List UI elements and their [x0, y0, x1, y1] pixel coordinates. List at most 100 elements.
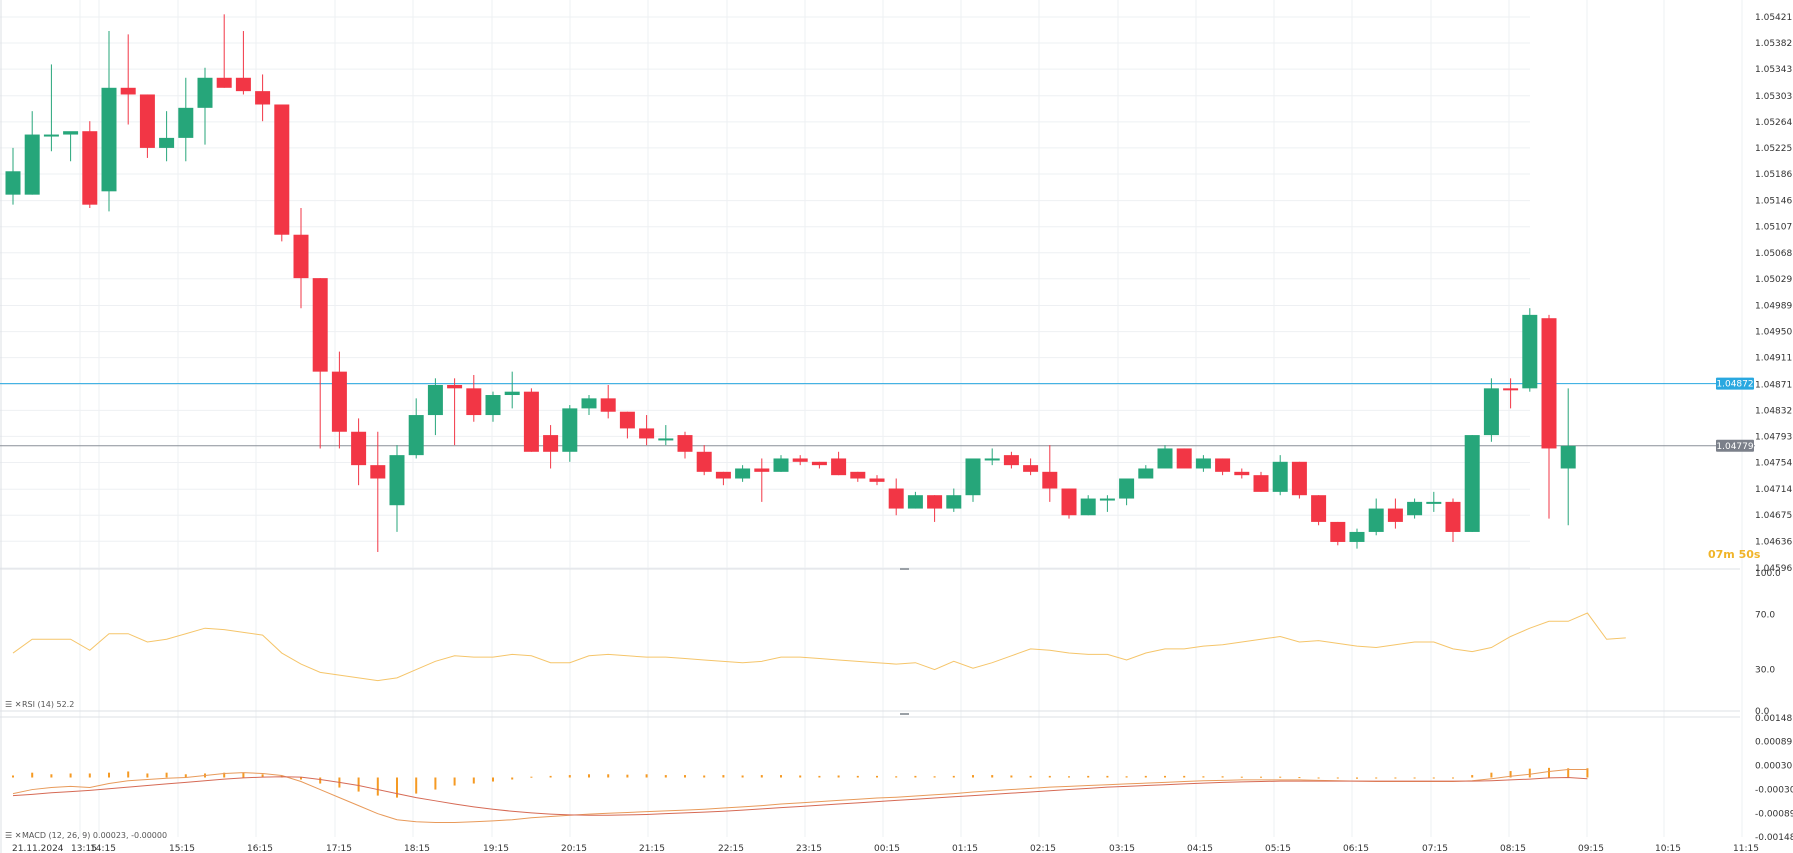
- candle[interactable]: [888, 478, 904, 516]
- candle[interactable]: [1349, 528, 1365, 549]
- candle[interactable]: [811, 461, 827, 469]
- candle[interactable]: [907, 491, 923, 509]
- candle[interactable]: [1272, 455, 1288, 496]
- pane-resize-handle[interactable]: [900, 713, 909, 715]
- candle-body: [1387, 508, 1403, 522]
- candle[interactable]: [523, 388, 539, 452]
- candle[interactable]: [1407, 498, 1423, 519]
- candle[interactable]: [351, 418, 367, 486]
- candle[interactable]: [1195, 455, 1211, 472]
- candle[interactable]: [658, 425, 674, 446]
- candle[interactable]: [255, 74, 271, 122]
- candle[interactable]: [178, 77, 194, 162]
- macd-menu-icon[interactable]: ☰ ✕: [5, 831, 21, 840]
- candle[interactable]: [408, 398, 424, 459]
- candle[interactable]: [466, 374, 482, 422]
- candle[interactable]: [715, 471, 731, 486]
- candle[interactable]: [82, 121, 98, 209]
- candle[interactable]: [1099, 495, 1115, 512]
- candle[interactable]: [293, 208, 309, 309]
- macd-hist-bar: [127, 771, 130, 778]
- candle[interactable]: [696, 445, 712, 476]
- candle[interactable]: [447, 378, 463, 446]
- candle[interactable]: [43, 64, 59, 152]
- candle-body: [63, 131, 79, 135]
- pane-resize-handle[interactable]: [900, 568, 909, 570]
- candle-body: [831, 458, 847, 476]
- candle[interactable]: [927, 495, 943, 522]
- candle[interactable]: [754, 458, 770, 502]
- candle[interactable]: [24, 111, 40, 195]
- candle[interactable]: [1042, 445, 1058, 502]
- candle[interactable]: [1483, 378, 1499, 442]
- candle[interactable]: [139, 94, 155, 158]
- candle[interactable]: [216, 14, 232, 88]
- candle[interactable]: [235, 31, 251, 95]
- candle[interactable]: [1215, 458, 1231, 476]
- candle[interactable]: [850, 471, 866, 482]
- macd-hist-bar: [588, 774, 590, 778]
- candle[interactable]: [1368, 498, 1384, 536]
- candle[interactable]: [1119, 478, 1135, 506]
- candle[interactable]: [1522, 308, 1538, 392]
- macd-header[interactable]: ☰ ✕ MACD (12, 26, 9) 0.00023, -0.00000: [5, 831, 167, 840]
- candle[interactable]: [1253, 471, 1269, 492]
- candle[interactable]: [1387, 498, 1403, 529]
- candle[interactable]: [5, 147, 21, 205]
- candle[interactable]: [197, 67, 213, 145]
- candle[interactable]: [543, 425, 559, 469]
- candle[interactable]: [1464, 435, 1480, 532]
- candle[interactable]: [120, 34, 136, 125]
- candle[interactable]: [677, 431, 693, 459]
- candle[interactable]: [619, 411, 635, 439]
- candle[interactable]: [389, 445, 405, 532]
- rsi-header[interactable]: ☰ ✕ RSI (14) 52.2: [5, 700, 74, 709]
- candle[interactable]: [965, 458, 981, 502]
- candle[interactable]: [639, 415, 655, 446]
- candle[interactable]: [735, 465, 751, 482]
- candle[interactable]: [946, 488, 962, 512]
- candle[interactable]: [831, 451, 847, 476]
- candle[interactable]: [984, 448, 1000, 466]
- candle[interactable]: [1138, 465, 1154, 479]
- rsi-menu-icon[interactable]: ☰ ✕: [5, 700, 21, 709]
- candle[interactable]: [1061, 488, 1077, 519]
- candle[interactable]: [485, 391, 501, 422]
- candle[interactable]: [792, 455, 808, 466]
- candle[interactable]: [274, 104, 290, 242]
- candle[interactable]: [773, 455, 789, 472]
- candle-body: [811, 461, 827, 466]
- candle[interactable]: [63, 131, 79, 162]
- rsi-pane[interactable]: [12, 612, 1626, 682]
- candle[interactable]: [370, 431, 386, 552]
- candle[interactable]: [504, 371, 520, 409]
- macd-pane[interactable]: [12, 767, 1589, 824]
- candle[interactable]: [159, 111, 175, 162]
- candle[interactable]: [427, 378, 443, 436]
- candle[interactable]: [581, 395, 597, 416]
- candle[interactable]: [1560, 388, 1576, 526]
- candle[interactable]: [1157, 445, 1173, 469]
- candle[interactable]: [331, 351, 347, 449]
- candle[interactable]: [1176, 448, 1192, 469]
- candle[interactable]: [600, 385, 616, 419]
- candle[interactable]: [1541, 314, 1557, 519]
- candle[interactable]: [1426, 491, 1442, 512]
- candle[interactable]: [1234, 468, 1250, 479]
- candle-body: [600, 398, 616, 412]
- candle[interactable]: [1291, 461, 1307, 499]
- candle[interactable]: [312, 278, 328, 449]
- candle[interactable]: [1445, 498, 1461, 542]
- candle[interactable]: [1311, 495, 1327, 526]
- candle[interactable]: [1330, 521, 1346, 546]
- candle[interactable]: [1503, 378, 1519, 409]
- candle[interactable]: [101, 31, 117, 212]
- candle[interactable]: [1003, 451, 1019, 469]
- price-pane[interactable]: [0, 14, 1755, 552]
- candle[interactable]: [562, 405, 578, 462]
- candle[interactable]: [1023, 458, 1039, 476]
- candle[interactable]: [869, 475, 885, 486]
- macd-hist-bar: [300, 777, 302, 780]
- candle[interactable]: [1080, 495, 1096, 516]
